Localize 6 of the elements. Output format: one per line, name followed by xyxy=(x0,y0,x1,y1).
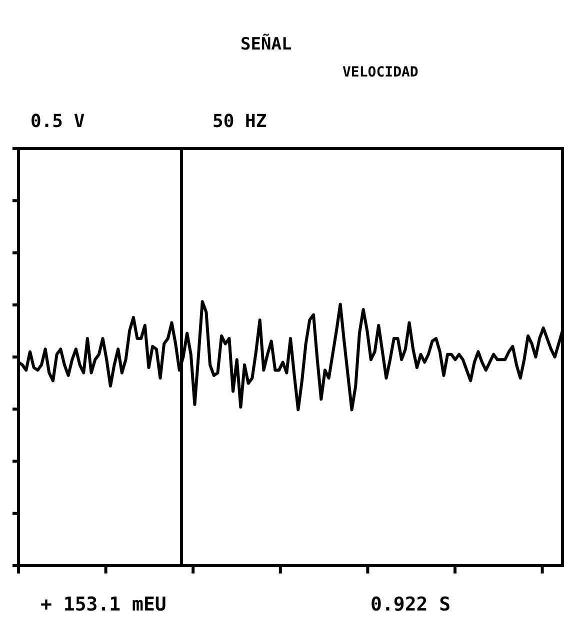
text: 50 HZ xyxy=(212,111,267,132)
chart-title: SEÑAL xyxy=(240,34,292,54)
text: + 153.1 mEU xyxy=(40,594,166,616)
text: 0.5 V xyxy=(30,111,85,132)
text: 0.922 S xyxy=(370,594,451,616)
chart-subtitle: VELOCIDAD xyxy=(342,64,418,80)
